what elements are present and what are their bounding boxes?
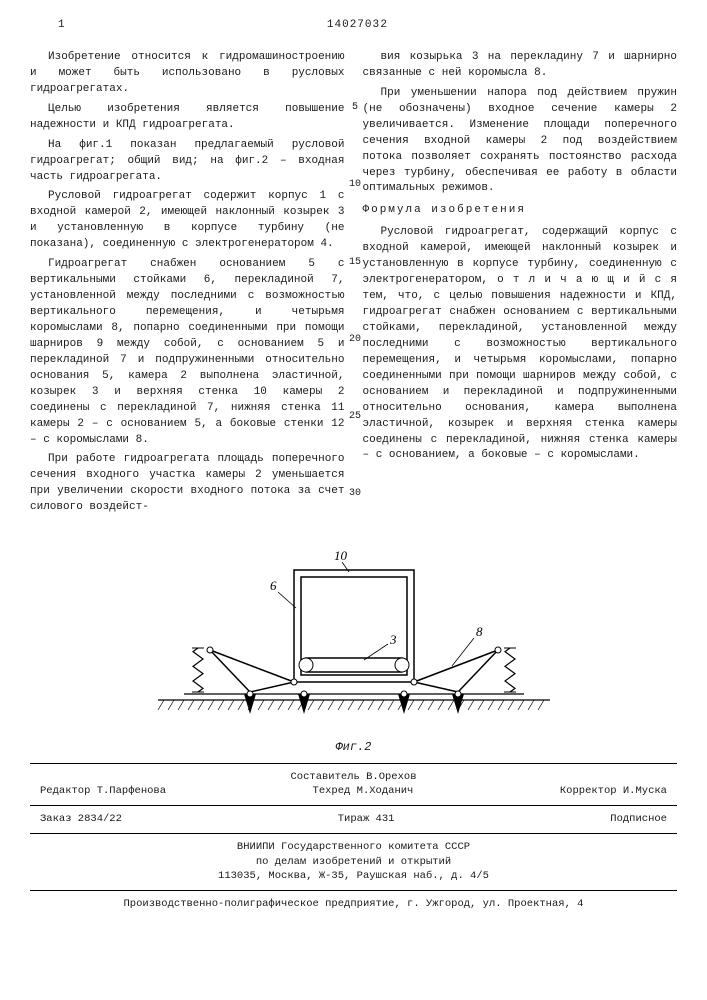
para: Гидроагрегат снабжен основанием 5 с верт… (30, 257, 345, 448)
figure-caption: Фиг.2 (30, 739, 677, 756)
divider (30, 890, 677, 891)
svg-text:8: 8 (476, 624, 483, 639)
line-numbers: 5 10 15 20 25 30 (348, 100, 362, 502)
svg-text:3: 3 (389, 632, 397, 647)
ln: 10 (348, 177, 362, 192)
order-row: Заказ 2834/22 Тираж 431 Подписное (30, 812, 677, 827)
footer: ВНИИПИ Государственного комитета СССР по… (30, 840, 677, 912)
para: При уменьшении напора под действием пруж… (363, 86, 678, 198)
para: Русловой гидроагрегат, содержащий корпус… (363, 225, 678, 464)
ln: 20 (348, 332, 362, 347)
ln: 30 (348, 486, 362, 501)
ln: 5 (348, 100, 362, 115)
editor: Редактор Т.Парфенова (40, 784, 166, 799)
patent-number: 1402703 (30, 18, 677, 34)
col-num-left: 1 (58, 18, 65, 34)
footer-line: 113035, Москва, Ж-35, Раушская наб., д. … (30, 869, 677, 884)
zakaz: Заказ 2834/22 (40, 812, 122, 827)
figure-svg: 10 6 3 8 (144, 530, 564, 730)
podpisnoe: Подписное (610, 812, 667, 827)
para: На фиг.1 показан предлагаемый русловой г… (30, 138, 345, 186)
corrector: Корректор И.Муска (560, 784, 667, 799)
para: Целью изобретения является повышение над… (30, 102, 345, 134)
col-num-right: 2 (380, 18, 387, 34)
right-column: вия козырька 3 на перекладину 7 и шарнир… (363, 50, 678, 520)
compiler: Составитель В.Орехов (30, 770, 677, 785)
figure-2: 10 6 3 8 Фиг.2 (30, 530, 677, 756)
divider (30, 805, 677, 806)
para: При работе гидроагрегата площадь попереч… (30, 452, 345, 516)
para: Изобретение относится к гидромашинострое… (30, 50, 345, 98)
footer-line: по делам изобретений и открытий (30, 855, 677, 870)
svg-text:6: 6 (270, 578, 277, 593)
footer-line: ВНИИПИ Государственного комитета СССР (30, 840, 677, 855)
para: Русловой гидроагрегат содержит корпус 1 … (30, 189, 345, 253)
claim-title: Формула изобретения (363, 203, 678, 219)
tirazh: Тираж 431 (338, 812, 395, 827)
para: вия козырька 3 на перекладину 7 и шарнир… (363, 50, 678, 82)
left-column: Изобретение относится к гидромашинострое… (30, 50, 345, 520)
svg-text:10: 10 (334, 548, 348, 563)
techred: Техред М.Ходанич (313, 784, 414, 799)
ln: 15 (348, 255, 362, 270)
divider (30, 763, 677, 764)
footer-line: Производственно-полиграфическое предприя… (30, 897, 677, 912)
page: 1 1402703 2 5 10 15 20 25 30 Изобретение… (0, 0, 707, 1000)
divider (30, 833, 677, 834)
ln: 25 (348, 409, 362, 424)
credits-block: Составитель В.Орехов Редактор Т.Парфенов… (30, 770, 677, 799)
